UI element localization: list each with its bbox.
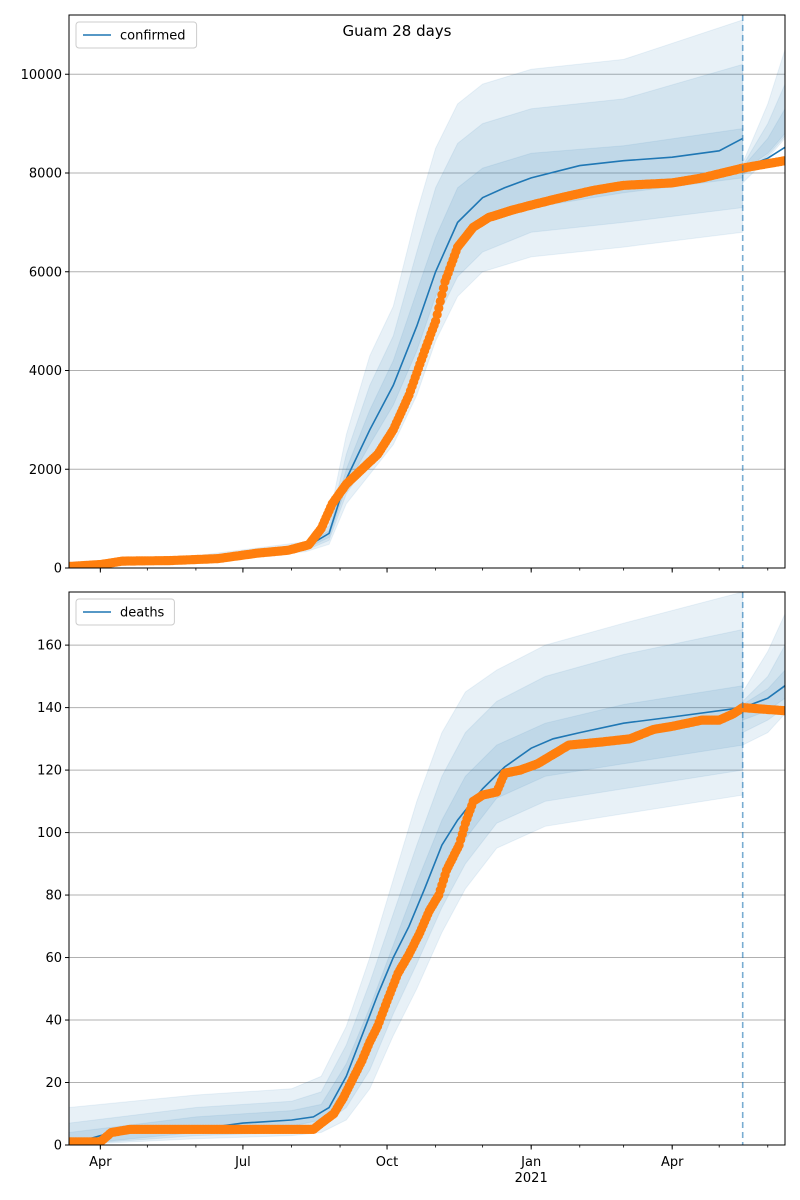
deaths-xtick-label-1: Jul	[234, 1155, 251, 1170]
deaths-observed-points	[69, 703, 785, 1145]
confirmed-observed-point-457	[780, 156, 785, 166]
deaths-ytick-label-5: 100	[37, 826, 62, 841]
deaths-legend-box	[75, 598, 175, 626]
deaths-axes-frame	[68, 591, 786, 1146]
confirmed-ytick-label-2: 4000	[29, 364, 62, 379]
confirmed-legend: confirmed	[75, 21, 198, 49]
deaths-ytick-label-7: 140	[37, 701, 62, 716]
deaths-plot-area	[69, 592, 785, 1145]
deaths-xtick-label-0: Apr	[89, 1155, 112, 1170]
deaths-ytick-label-6: 120	[37, 764, 62, 779]
deaths-legend-label: deaths	[120, 606, 165, 621]
confirmed-legend-box	[75, 21, 198, 49]
deaths-ytick-label-0: 0	[54, 1139, 62, 1154]
deaths-ytick-label-4: 80	[45, 889, 62, 904]
deaths-xtick-label-4: Apr	[661, 1155, 684, 1170]
deaths-uncertainty-band-2	[69, 685, 744, 1145]
confirmed-uncertainty-band-0	[69, 19, 744, 568]
deaths-ytick-label-8: 160	[37, 639, 62, 654]
deaths-xtick-label-3: Jan	[520, 1155, 541, 1170]
figure-title: Guam 28 days	[343, 22, 452, 40]
confirmed-ytick-label-0: 0	[54, 562, 62, 577]
deaths-observed-point-457	[780, 706, 785, 716]
confirmed-ytick-label-3: 6000	[29, 265, 62, 280]
confirmed-ytick-label-1: 2000	[29, 463, 62, 478]
confirmed-ytick-label-5: 10000	[21, 68, 62, 83]
deaths-ytick-label-2: 40	[45, 1014, 62, 1029]
confirmed-observed-points	[69, 156, 785, 568]
confirmed-panel: 0 2000 4000 6000 8000 10000 confirmed	[21, 14, 786, 577]
confirmed-axes-frame	[68, 14, 786, 569]
confirmed-ytick-label-4: 8000	[29, 167, 62, 182]
deaths-model-line	[69, 706, 743, 1143]
deaths-year-label: 2021	[515, 1171, 548, 1186]
deaths-ytick-label-3: 60	[45, 951, 62, 966]
deaths-legend: deaths	[75, 598, 175, 626]
deaths-ytick-label-1: 20	[45, 1076, 62, 1091]
confirmed-plot-area	[69, 19, 785, 568]
confirmed-legend-label: confirmed	[120, 29, 186, 44]
confirmed-forecast-band-0	[742, 49, 785, 185]
deaths-xtick-label-2: Oct	[376, 1155, 398, 1170]
confirmed-uncertainty-band-1	[69, 63, 744, 568]
